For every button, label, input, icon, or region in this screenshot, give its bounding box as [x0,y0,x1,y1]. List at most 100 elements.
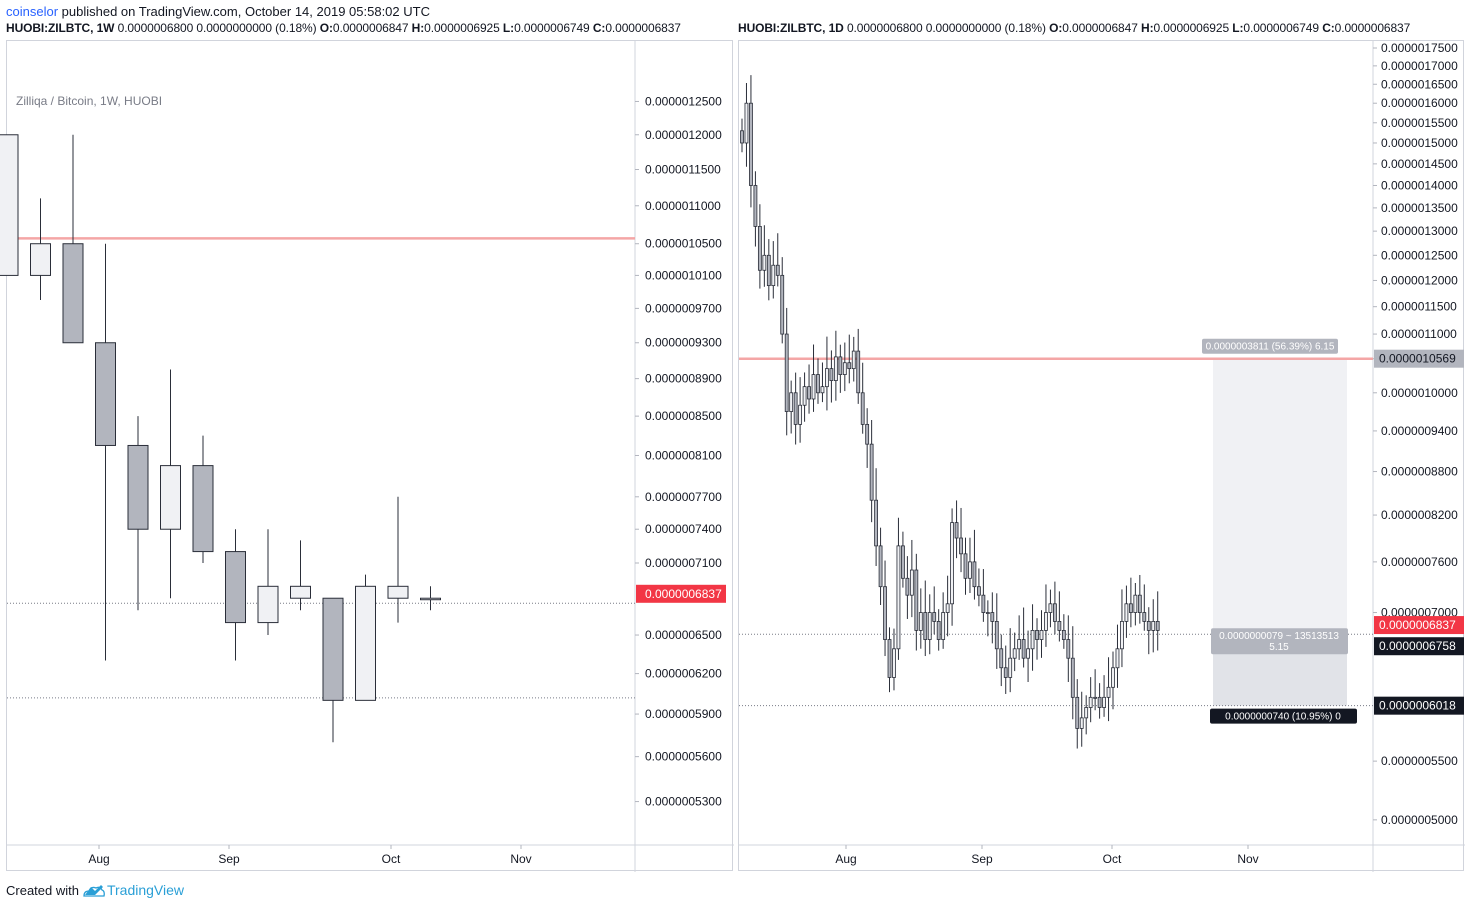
candle-body [771,264,776,287]
left-close: 0.0000006837 [605,21,681,35]
right-close: 0.0000006837 [1334,21,1411,35]
right-change-values: 0.0000006800 0.0000000000 (0.18%) [846,21,1046,35]
candle-body [820,386,825,394]
candle-body [829,368,834,381]
candle-body [762,254,767,271]
candle-body [1075,696,1080,729]
candle-body [945,603,950,613]
y-tick-label: 0.0000012000 [645,128,722,142]
candle-body [290,585,311,599]
measure-middle-label-1: 0.0000000079 ~ 13513513 [1219,631,1339,642]
y-tick-label: 0.0000012500 [645,94,722,108]
candle-body [1044,612,1048,631]
candle-body [981,594,986,613]
daily-chart-panel[interactable]: 0.0000017500 0.0000017000 0.0000016500 0.00… [738,40,1465,872]
author-link[interactable]: coinselor [6,4,59,19]
candle-body [936,621,941,640]
candle-body [972,561,977,588]
y-tick-label: 0.0000009300 [645,336,722,350]
y-tick-label: 0.0000006200 [645,667,722,681]
left-high: 0.0000006925 [424,21,500,35]
candle-body [1120,621,1124,650]
candle-body [1111,667,1115,688]
y-tick-label: 0.0000006500 [645,628,722,642]
daily-chart-svg[interactable]: 0.0000017500 0.0000017000 0.0000016500 0.00… [739,41,1465,872]
candle-body [355,585,376,701]
candle-body [192,465,214,553]
y-tick-label: 0.0000011000 [645,199,721,213]
weekly-chart-title: Zilliqa / Bitcoin, 1W, HUOBI [16,94,163,108]
tradingview-brand: TradingView [106,882,185,898]
candle-body [851,350,856,370]
y-tick-label: 0.0000008900 [645,372,722,386]
y-tick-label: 0.0000007700 [645,490,722,504]
candle-body [825,368,829,388]
candle-body [749,102,753,186]
y-tick-label: 0.0000005600 [645,750,722,764]
measure-upper-tag [1202,338,1338,354]
tradingview-logo[interactable]: TradingView [83,882,184,898]
candle-body [420,597,441,601]
candle-body [1039,630,1044,640]
x-tick-label: Nov [510,852,531,866]
left-chart-header: HUOBI:ZILBTC, 1W 0.0000006800 0.00000000… [6,21,681,35]
candle-body [798,404,803,425]
candle-body [1030,630,1035,650]
candle-body [1003,667,1008,678]
candle-body [807,386,811,400]
candle-body [1012,648,1017,659]
candle-body [994,621,999,650]
candle-body [1115,648,1120,669]
candle-body [909,569,914,596]
weekly-chart-panel[interactable]: Zilliqa / Bitcoin, 1W, HUOBI 0.000001250… [0,40,734,872]
candle-body [847,362,852,370]
y-tick-label: 0.0000013000 [1381,224,1458,238]
candle-body [816,374,820,394]
measure-upper-box [1213,358,1347,635]
candle-body [896,545,901,650]
candle-body [802,386,807,406]
y-tick-label: 0.0000014500 [1381,157,1458,171]
candle-body [757,226,762,271]
candle-body [1151,621,1156,631]
y-tick-label: 0.0000014000 [1381,178,1458,192]
candle-body [387,585,409,599]
candle-body [883,586,887,640]
candle-body [1048,603,1053,613]
y-tick-label: 0.0000005300 [645,795,722,809]
right-symbol: HUOBI:ZILBTC, 1D [738,21,844,35]
last-price-tag [636,584,726,603]
candle-body [1088,696,1093,708]
level-tag-lower [1374,696,1464,715]
candle-body [874,499,879,547]
candle-body [833,356,838,381]
candle-body [1035,630,1039,640]
right-chart-header: HUOBI:ZILBTC, 1D 0.0000006800 0.00000000… [738,21,1411,35]
x-tick-label: Oct [382,852,401,866]
candle-body [1142,612,1147,622]
footer: Created with TradingView [6,882,184,898]
y-tick-label: 0.0000013500 [1381,201,1458,215]
y-tick-label: 0.0000016000 [1381,96,1458,110]
candle-body [1026,648,1030,659]
candle-body [838,356,843,375]
candle-body [1061,630,1066,640]
candle-body [1021,639,1026,659]
candle-body [963,553,968,579]
x-tick-label: Oct [1103,852,1122,866]
candle-body [990,612,995,622]
candle-body [977,586,981,596]
y-tick-label: 0.0000007000 [1381,606,1458,620]
measure-middle-tag [1211,628,1348,655]
resistance-price-label: 0.0000010569 [1379,352,1456,366]
candle-body [811,374,816,400]
x-tick-label: Nov [1237,852,1258,866]
left-symbol: HUOBI:ZILBTC, 1W [6,21,115,35]
left-open: 0.0000006847 [332,21,409,35]
measure-lower-label: 0.0000000740 (10.95%) 0 [1225,712,1341,723]
candle-body [1155,621,1160,631]
weekly-chart-svg[interactable]: 0.0000012500 0.0000012000 0.0000011500 0.00… [0,41,734,872]
created-with-text: Created with [6,882,79,898]
candle-body [0,134,19,276]
candle-body [968,561,972,579]
